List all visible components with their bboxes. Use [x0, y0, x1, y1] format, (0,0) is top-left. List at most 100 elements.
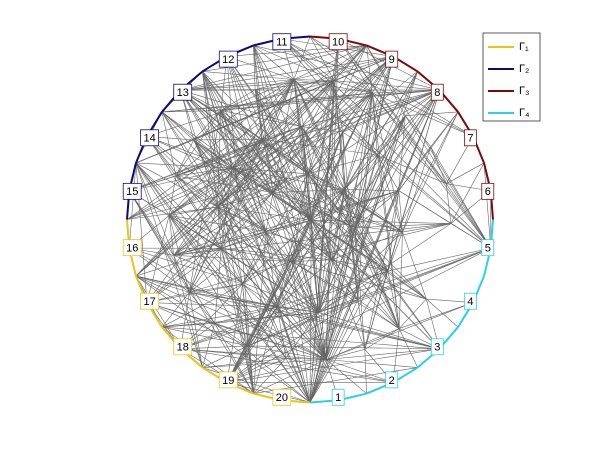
mesh-edge	[226, 56, 312, 221]
mesh-edge	[189, 206, 218, 293]
mesh-edge	[331, 259, 427, 300]
segment-label: 19	[222, 375, 234, 387]
mesh-edge	[180, 89, 233, 169]
mesh-edge	[253, 45, 327, 360]
mesh-edge	[399, 302, 474, 329]
mesh-edge	[265, 192, 274, 232]
mesh-edge	[325, 359, 367, 394]
mesh-edge	[377, 154, 491, 249]
mesh-edge	[311, 189, 345, 221]
mesh-edge	[331, 259, 366, 350]
mesh-edge	[483, 162, 492, 249]
mesh-edge	[277, 259, 332, 308]
mesh-edge	[173, 255, 319, 313]
mesh-edge	[293, 79, 319, 313]
mesh-edge	[221, 231, 267, 249]
mesh-edge	[281, 38, 491, 249]
mesh-edge	[276, 306, 287, 359]
mesh-edge	[311, 219, 440, 350]
label-box	[218, 371, 238, 389]
mesh-edge	[193, 110, 222, 141]
mesh-edge	[301, 126, 319, 313]
mesh-edge	[226, 382, 311, 403]
mesh-edge	[261, 139, 312, 221]
segment-label: 14	[143, 133, 155, 145]
mesh-edge	[202, 71, 254, 394]
mesh-edge	[265, 231, 293, 262]
mesh-edge	[231, 167, 267, 232]
mesh-edge	[398, 115, 406, 191]
label-box	[481, 182, 495, 200]
legend-label: Γ₁	[519, 41, 529, 53]
mesh-edge	[242, 283, 327, 360]
mesh-edge	[173, 219, 312, 256]
segment-label: 7	[467, 133, 473, 145]
mesh-edge	[146, 136, 222, 249]
mesh-edge	[371, 92, 447, 184]
mesh-edge	[146, 136, 218, 208]
segment-label: 20	[276, 392, 288, 404]
mesh-edge	[217, 206, 222, 249]
mesh-edge	[146, 136, 274, 193]
mesh-edge	[354, 89, 440, 228]
mesh-edge	[354, 227, 366, 350]
mesh-edge	[161, 283, 243, 328]
mesh-edge	[242, 190, 399, 285]
mesh-edge	[342, 92, 373, 133]
mesh-edge	[220, 110, 274, 193]
mesh-edge	[226, 89, 440, 383]
mesh-edge	[311, 38, 339, 221]
mesh-edge	[402, 223, 451, 233]
mesh-edge	[135, 162, 243, 285]
mesh-edge	[253, 45, 312, 221]
mesh-edge	[161, 111, 218, 208]
mesh-edge	[226, 56, 327, 360]
mesh-edge	[253, 45, 295, 80]
mesh-edge	[342, 56, 394, 133]
mesh-edge	[281, 38, 447, 184]
mesh-edge	[168, 215, 311, 403]
mesh-edge	[146, 206, 218, 303]
mesh-edge	[272, 192, 403, 233]
mesh-edge	[220, 89, 440, 111]
segment-label: 16	[126, 243, 138, 255]
mesh-edge	[364, 328, 400, 350]
mesh-edge	[226, 359, 327, 383]
mesh-edge	[293, 56, 394, 80]
mesh-edge	[193, 139, 359, 300]
mesh-edge	[135, 162, 218, 208]
mesh-edge	[135, 162, 174, 256]
mesh-edge	[311, 219, 403, 233]
mesh-edge	[253, 45, 302, 127]
mesh-edge	[180, 283, 243, 350]
mesh-edge	[311, 220, 359, 300]
mesh-edge	[180, 89, 327, 360]
mesh-edge	[318, 312, 440, 350]
label-box	[173, 83, 193, 101]
mesh-edge	[318, 89, 440, 313]
mesh-edge	[135, 162, 170, 216]
mesh-edge	[169, 215, 293, 262]
mesh-edge	[357, 93, 373, 300]
mesh-edge	[357, 270, 389, 300]
mesh-edge	[285, 358, 394, 383]
mesh-edge	[311, 220, 400, 329]
mesh-edge	[169, 215, 266, 232]
mesh-edge	[146, 302, 278, 308]
mesh-edge	[293, 79, 389, 272]
mesh-edge	[161, 110, 221, 113]
mesh-edge	[265, 231, 319, 313]
mesh-edge	[242, 283, 278, 308]
mesh-edge	[291, 261, 359, 300]
mesh-edge	[226, 56, 263, 140]
mesh-edge	[342, 132, 345, 190]
mesh-edge	[261, 79, 295, 140]
mesh-edge	[326, 348, 440, 360]
mesh-edge	[146, 215, 170, 303]
mesh-edge	[180, 45, 367, 91]
mesh-edge	[168, 215, 249, 347]
mesh-edge	[217, 192, 274, 208]
mesh-edge	[168, 215, 243, 285]
label-box	[385, 50, 399, 68]
